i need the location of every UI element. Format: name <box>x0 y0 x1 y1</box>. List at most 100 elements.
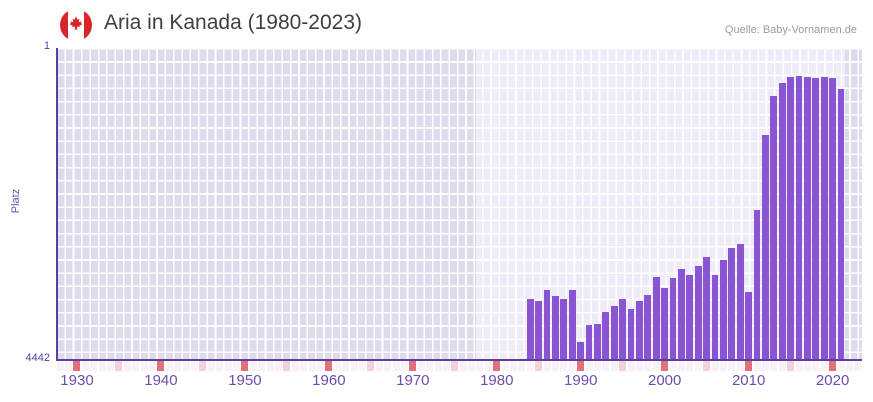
x-tick-minor <box>283 361 291 371</box>
x-tick-major <box>409 361 417 371</box>
x-axis-tick-label: 2020 <box>815 372 850 389</box>
x-tick-faint <box>468 361 476 371</box>
x-tick-faint <box>207 361 215 371</box>
x-tick-faint <box>107 361 115 371</box>
x-axis-tick-strip <box>56 361 862 371</box>
x-axis-tick-label: 1960 <box>312 372 346 389</box>
bar <box>585 324 593 360</box>
x-tick-faint <box>694 361 702 371</box>
x-tick-faint <box>585 361 593 371</box>
maple-leaf-icon <box>69 16 83 31</box>
x-tick-faint <box>568 361 576 371</box>
x-tick-faint <box>165 361 173 371</box>
x-tick-minor <box>367 361 375 371</box>
x-tick-faint <box>224 361 232 371</box>
x-axis-tick-label: 2000 <box>648 372 682 389</box>
bar <box>661 288 668 360</box>
x-tick-faint <box>719 361 727 371</box>
bar <box>543 290 551 360</box>
x-tick-faint <box>686 361 694 371</box>
y-axis-bottom-tick-label: 4442 <box>25 352 50 364</box>
x-tick-faint <box>308 361 316 371</box>
bar-series <box>56 48 862 360</box>
x-tick-faint <box>392 361 400 371</box>
bar <box>728 248 736 360</box>
bar <box>610 306 618 360</box>
x-tick-faint <box>90 361 98 371</box>
x-axis-tick-label: 1990 <box>564 372 598 389</box>
x-tick-faint <box>644 361 652 371</box>
x-tick-faint <box>426 361 434 371</box>
x-tick-faint <box>274 361 282 371</box>
bar <box>778 83 786 360</box>
x-tick-faint <box>434 361 442 371</box>
bar <box>552 295 559 360</box>
x-axis-tick-label: 1930 <box>60 372 94 389</box>
x-tick-faint <box>191 361 199 371</box>
x-tick-faint <box>417 361 425 371</box>
bar <box>535 300 543 360</box>
bar <box>619 298 627 360</box>
bar <box>568 289 576 360</box>
x-tick-faint <box>560 361 568 371</box>
x-tick-faint <box>753 361 761 371</box>
x-tick-faint <box>140 361 148 371</box>
x-tick-major <box>73 361 81 371</box>
bar <box>560 298 568 360</box>
x-tick-faint <box>233 361 240 371</box>
x-tick-faint <box>249 361 257 371</box>
bar <box>787 77 794 360</box>
bar <box>761 135 769 360</box>
x-tick-faint <box>627 361 635 371</box>
bar <box>719 260 727 360</box>
bar <box>803 76 811 360</box>
x-axis-line <box>56 359 862 361</box>
x-tick-minor <box>535 361 543 371</box>
x-axis-tick-label: 1940 <box>144 372 178 389</box>
x-tick-faint <box>484 361 492 371</box>
bar <box>694 266 702 360</box>
x-tick-faint <box>677 361 685 371</box>
x-axis-tick-label: 1950 <box>228 372 262 389</box>
x-tick-faint <box>728 361 736 371</box>
x-tick-major <box>829 361 837 371</box>
bar <box>812 78 820 360</box>
x-tick-major <box>493 361 501 371</box>
x-tick-faint <box>812 361 820 371</box>
x-tick-faint <box>291 361 299 371</box>
source-attribution: Quelle: Baby-Vornamen.de <box>724 24 857 36</box>
y-axis-top-tick-label: 1 <box>43 40 50 52</box>
x-tick-faint <box>476 361 484 371</box>
x-tick-faint <box>149 361 157 371</box>
bar <box>526 298 534 360</box>
x-tick-faint <box>837 361 845 371</box>
canada-flag-icon <box>60 9 92 41</box>
x-tick-faint <box>602 361 610 371</box>
bar <box>770 96 778 360</box>
y-axis-title: Platz <box>10 188 22 214</box>
bar <box>829 78 836 360</box>
bar <box>602 312 610 360</box>
x-tick-minor <box>619 361 627 371</box>
x-tick-major <box>661 361 669 371</box>
bar <box>703 257 710 360</box>
x-tick-faint <box>81 361 89 371</box>
x-tick-faint <box>803 361 811 371</box>
bar <box>652 276 660 360</box>
x-axis-tick-label: 1970 <box>396 372 430 389</box>
x-tick-minor <box>199 361 207 371</box>
bar <box>686 274 694 360</box>
x-tick-faint <box>526 361 534 371</box>
x-tick-minor <box>451 361 459 371</box>
chart-header: Aria in Kanada (1980-2023) Quelle: Baby-… <box>0 0 873 44</box>
x-tick-faint <box>770 361 778 371</box>
x-tick-faint <box>56 361 64 371</box>
plot-area <box>56 48 862 360</box>
x-tick-faint <box>778 361 786 371</box>
bar <box>636 300 643 360</box>
bar <box>820 77 828 360</box>
x-tick-faint <box>510 361 518 371</box>
x-tick-faint <box>854 361 862 371</box>
bar <box>745 292 752 360</box>
